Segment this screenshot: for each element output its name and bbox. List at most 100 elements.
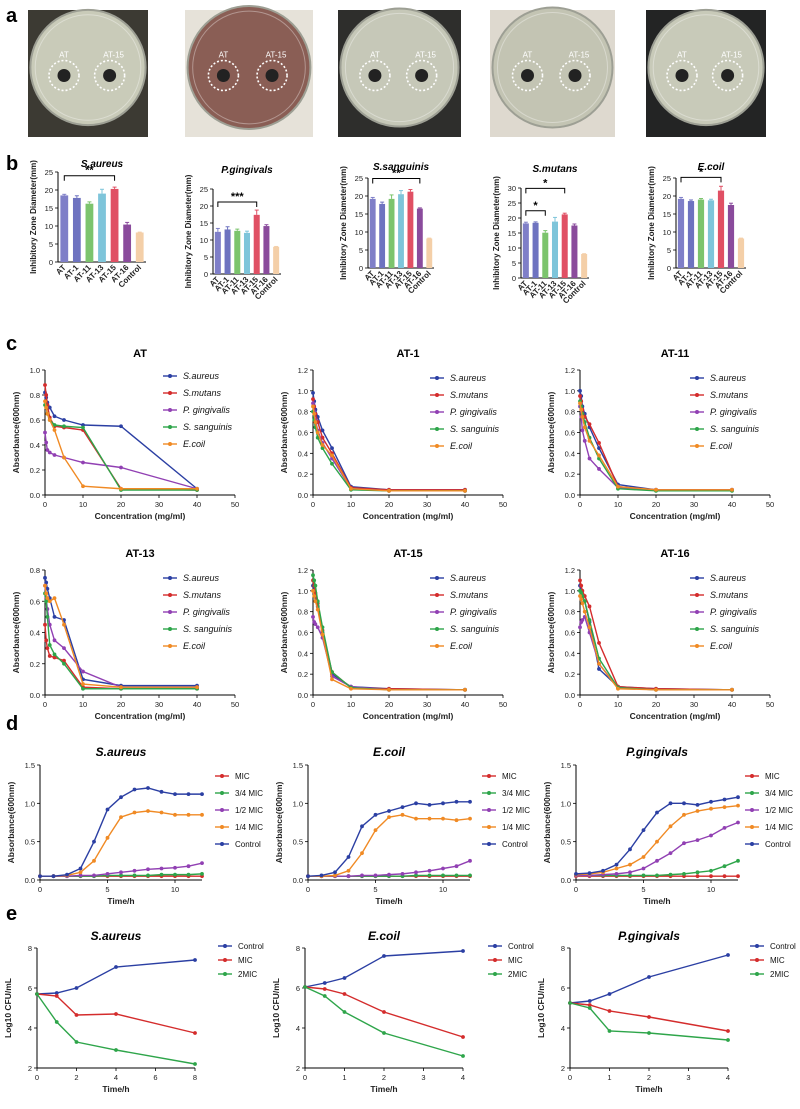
bar xyxy=(123,224,132,262)
data-point xyxy=(330,677,334,682)
bar xyxy=(416,208,423,268)
data-point xyxy=(695,802,700,807)
y-axis-label: Absorbance(600nm) xyxy=(274,781,284,863)
x-tick-label: 10 xyxy=(171,885,179,894)
y-tick-label: 0.6 xyxy=(565,429,575,438)
data-point xyxy=(45,614,50,619)
bar xyxy=(542,232,549,278)
data-point xyxy=(105,871,110,876)
data-point xyxy=(119,795,123,800)
y-tick-label: 8 xyxy=(296,944,300,953)
legend-label: MIC xyxy=(765,772,780,781)
data-point xyxy=(47,418,52,422)
y-tick-label: 20 xyxy=(355,192,363,201)
data-point xyxy=(330,446,334,451)
data-point xyxy=(580,601,585,606)
data-point xyxy=(400,871,405,876)
data-point xyxy=(81,686,85,691)
x-tick-label: 40 xyxy=(461,700,469,709)
legend-marker xyxy=(435,410,439,414)
y-tick-label: 25 xyxy=(200,185,208,194)
data-point xyxy=(580,414,585,419)
legend-marker xyxy=(168,442,172,446)
y-tick-label: 0.4 xyxy=(30,629,40,638)
x-tick-label: 0 xyxy=(303,1073,307,1082)
agar-well xyxy=(368,69,382,82)
inhibition-zone-outline xyxy=(511,59,544,92)
data-point xyxy=(44,440,49,445)
x-tick-label: 0 xyxy=(43,500,47,509)
data-point xyxy=(387,488,391,493)
y-tick-label: 1.0 xyxy=(25,799,35,808)
data-point xyxy=(400,812,405,817)
y-tick-label: 0.5 xyxy=(561,838,571,847)
y-tick-label: 0.0 xyxy=(298,491,308,500)
data-point xyxy=(306,874,310,879)
data-point xyxy=(78,870,83,875)
agar-plate-photo: AT AT-15 xyxy=(185,5,313,137)
y-tick-label: 5 xyxy=(667,246,671,255)
line-chart-e-2: P.gingivals 2 4 6 8 0 1 2 3 4 Time/h Log10 CFU/mL Co… xyxy=(536,929,796,1094)
legend-marker xyxy=(695,393,699,397)
y-tick-label: 0.0 xyxy=(561,876,571,885)
y-axis-label: Absorbance(600nm) xyxy=(11,391,21,473)
data-point xyxy=(159,810,164,815)
line-chart-c-2: AT-11 0.0 0.2 0.4 0.6 0.8 1.0 1.2 0 10 20 30 40 50 Con… xyxy=(546,348,774,521)
data-point xyxy=(52,423,57,427)
data-point xyxy=(387,687,391,692)
data-point xyxy=(360,824,364,829)
data-point xyxy=(342,976,347,980)
data-point xyxy=(587,999,592,1003)
data-point xyxy=(607,1009,612,1013)
data-point xyxy=(159,866,164,871)
data-point xyxy=(119,424,123,429)
y-tick-label: 15 xyxy=(200,219,208,228)
data-point xyxy=(119,486,123,491)
inhibition-zone-outline xyxy=(256,59,288,92)
data-point xyxy=(105,807,110,812)
data-point xyxy=(568,1001,572,1005)
data-point xyxy=(614,871,619,876)
y-axis-label: Log10 CFU/mL xyxy=(536,978,546,1038)
y-axis-label: Absorbance(600nm) xyxy=(542,781,552,863)
y-tick-label: 0 xyxy=(204,270,208,279)
data-point xyxy=(373,812,378,817)
series-line xyxy=(312,575,465,691)
bar xyxy=(426,238,433,268)
significance-label: ** xyxy=(85,165,94,177)
x-axis-label: Concentration (mg/ml) xyxy=(363,711,454,721)
x-tick-label: 10 xyxy=(439,885,447,894)
x-tick-label: 40 xyxy=(728,700,736,709)
data-point xyxy=(313,420,318,424)
agar-well xyxy=(721,69,735,82)
data-point xyxy=(614,862,619,867)
data-point xyxy=(628,847,632,852)
data-point xyxy=(709,868,713,873)
y-tick-label: 5 xyxy=(359,246,363,255)
data-point xyxy=(173,865,177,870)
data-point xyxy=(597,446,601,451)
bar xyxy=(72,197,81,262)
data-point xyxy=(461,949,465,953)
data-point xyxy=(193,1031,197,1035)
data-point xyxy=(682,871,686,876)
line-chart-d-1: E.coil 0.0 0.5 1.0 1.5 0 5 10 Time/h Absorbance(6… xyxy=(274,745,530,906)
y-tick-label: 0.2 xyxy=(298,670,308,679)
data-point xyxy=(382,954,386,958)
x-tick-label: 50 xyxy=(766,500,774,509)
x-tick-label: 0 xyxy=(568,1073,572,1082)
y-tick-label: 0.0 xyxy=(565,491,575,500)
chart-title: E.coil xyxy=(698,162,725,173)
legend-label: 3/4 MIC xyxy=(502,789,530,798)
x-tick-label: 50 xyxy=(499,700,507,709)
data-point xyxy=(730,487,734,492)
bar xyxy=(717,190,725,268)
y-tick-label: 4 xyxy=(28,1024,32,1033)
bar xyxy=(697,199,705,268)
x-tick-label: 20 xyxy=(385,700,393,709)
legend-label: Control xyxy=(770,942,796,951)
y-tick-label: 15 xyxy=(663,210,671,219)
data-point xyxy=(186,812,191,817)
x-tick-label: 50 xyxy=(231,500,239,509)
